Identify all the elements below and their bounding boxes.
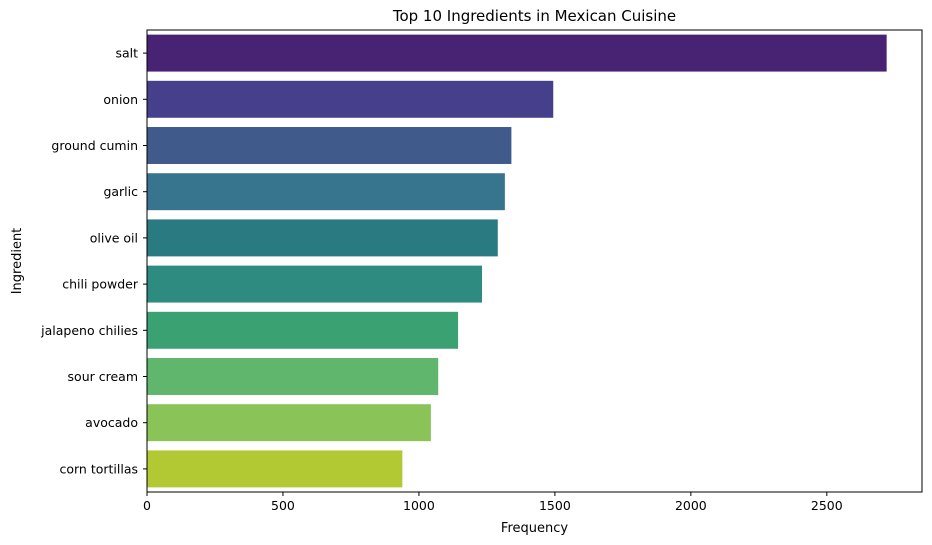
bar-avocado (147, 404, 431, 442)
x-tick-label: 2000 (675, 498, 707, 513)
bar-jalapeno-chilies (147, 311, 459, 349)
y-tick-label: jalapeno chilies (40, 323, 138, 338)
bar-salt (147, 34, 887, 72)
x-axis-ticks: 0 500 1000 1500 2000 2500 (143, 492, 843, 513)
y-tick-label: sour cream (68, 369, 138, 384)
y-axis-title: Ingredient (10, 228, 25, 295)
y-tick-label: salt (115, 46, 138, 61)
plot-frame (146, 29, 923, 493)
x-axis-title: Frequency (501, 521, 568, 536)
bar-sour-cream (147, 358, 439, 395)
y-tick-label: avocado (85, 415, 138, 430)
y-tick-label: corn tortillas (59, 461, 138, 476)
chart-title: Top 10 Ingredients in Mexican Cuisine (392, 7, 676, 25)
bar-corn-tortillas (147, 450, 403, 488)
bars-group (147, 34, 887, 488)
bar-garlic (147, 173, 505, 211)
bar-chili-powder (147, 265, 483, 303)
bar-olive-oil (147, 219, 498, 257)
x-tick-label: 500 (271, 498, 295, 513)
y-tick-label: ground cumin (51, 138, 138, 153)
bar-onion (147, 80, 554, 118)
y-axis-ticks: salt onion ground cumin garlic olive oil chil… (40, 46, 147, 476)
y-tick-label: onion (103, 92, 138, 107)
y-tick-label: chili powder (62, 277, 139, 292)
bar-ground-cumin (147, 127, 512, 164)
x-tick-label: 0 (143, 498, 151, 513)
x-tick-label: 1000 (403, 498, 435, 513)
x-tick-label: 2500 (811, 498, 843, 513)
y-tick-label: olive oil (90, 230, 138, 245)
x-tick-label: 1500 (539, 498, 571, 513)
y-tick-label: garlic (103, 184, 138, 199)
